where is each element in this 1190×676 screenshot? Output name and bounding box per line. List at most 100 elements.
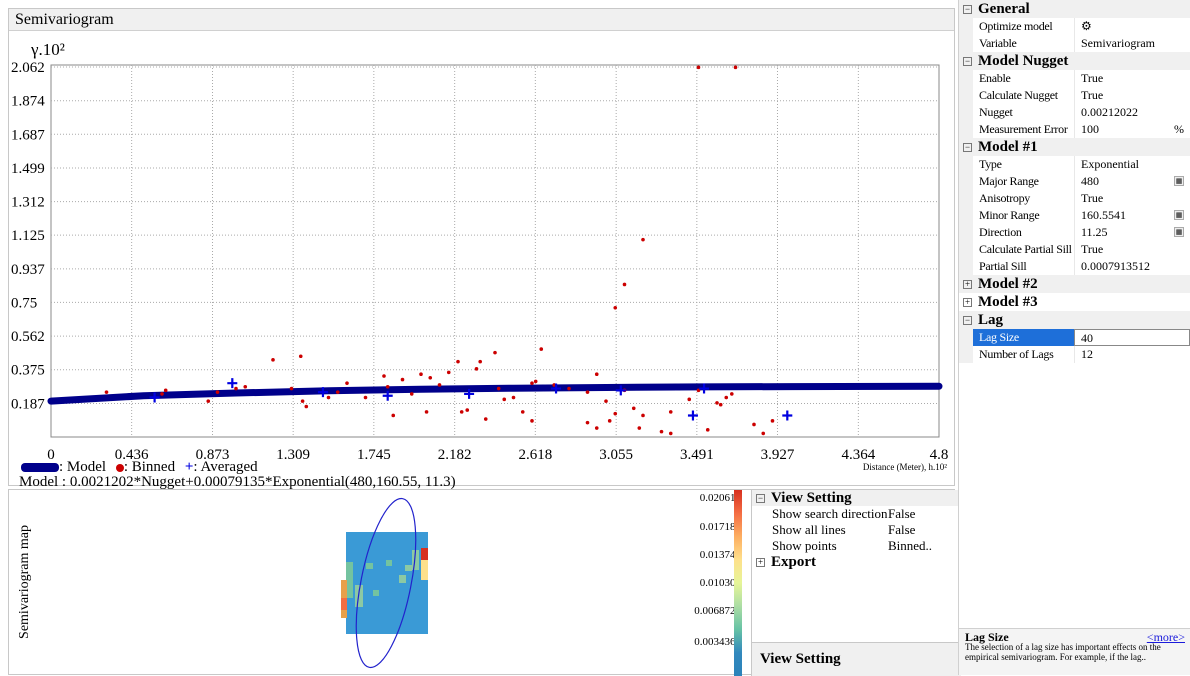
x-tick-label: 3.491: [680, 447, 714, 463]
x-axis-label: Distance (Meter), h.10²: [863, 462, 947, 472]
export-header[interactable]: + Export: [752, 554, 961, 570]
model2-section[interactable]: + Model #2: [959, 275, 1190, 293]
binned-point: [478, 359, 483, 364]
binned-point: [730, 392, 734, 396]
y-tick-label: 0.75: [11, 295, 37, 311]
model3-section[interactable]: + Model #3: [959, 293, 1190, 311]
binned-point: [400, 377, 405, 382]
binned-point: [594, 372, 599, 376]
binned-point: [160, 392, 164, 396]
colorbar-label: 0.017181: [699, 521, 741, 533]
optimize-icon[interactable]: ⚙: [1081, 19, 1092, 33]
averaged-point: [782, 410, 793, 421]
collapse-icon[interactable]: −: [963, 3, 972, 14]
binned-point: [668, 410, 673, 414]
show-search-direction-row[interactable]: Show search direction False: [772, 506, 916, 521]
measurement-error-value[interactable]: 100: [1081, 122, 1099, 136]
calculate-partial-sill-row[interactable]: Calculate Partial Sill True: [959, 241, 1190, 258]
binned-point: [696, 65, 701, 70]
binned-point: [428, 375, 433, 380]
optimize-model-row[interactable]: Optimize model ⚙: [959, 18, 1190, 35]
major-range-row[interactable]: Major Range 480 ▦: [959, 173, 1190, 190]
binned-point: [724, 395, 729, 400]
properties-panel: − General Optimize model ⚙ Variable Semivar…: [958, 0, 1190, 675]
view-setting-footer: View Setting: [752, 642, 961, 676]
general-section[interactable]: − General: [959, 0, 1190, 18]
chart-title: Semivariogram: [9, 9, 954, 31]
view-setting-header[interactable]: − View Setting: [752, 490, 961, 506]
binned-point: [641, 237, 645, 242]
y-tick-label: 1.312: [11, 195, 45, 211]
show-all-lines-row[interactable]: Show all lines False: [772, 522, 916, 537]
expand-icon[interactable]: +: [963, 296, 972, 307]
expand-icon[interactable]: +: [756, 556, 765, 567]
x-tick-label: 2.182: [438, 447, 472, 463]
number-of-lags-row[interactable]: Number of Lags 12: [959, 346, 1190, 363]
model1-section[interactable]: − Model #1: [959, 138, 1190, 156]
calculator-icon[interactable]: ▦: [1174, 176, 1184, 186]
collapse-icon[interactable]: −: [756, 492, 765, 503]
y-tick-label: 1.687: [11, 127, 45, 143]
y-tick-label: 0.937: [11, 262, 45, 278]
semivariogram-chart[interactable]: 2.062 1.874 1.687 1.499 1.312 1.125 0.937 0.75 0…: [9, 9, 954, 485]
binned-point: [483, 417, 488, 421]
nugget-row[interactable]: Nugget 0.00212022: [959, 104, 1190, 121]
binned-point: [520, 410, 525, 414]
view-setting-panel: − View Setting Show search direction False…: [751, 490, 961, 676]
binned-point: [243, 384, 248, 389]
chart-legend: : Model : Binned +: Averaged: [21, 459, 258, 476]
binned-point: [345, 381, 349, 385]
binned-point: [668, 431, 673, 436]
minor-range-row[interactable]: Minor Range 160.5541 ▦: [959, 207, 1190, 224]
averaged-point: [382, 390, 393, 401]
lag-section[interactable]: − Lag: [959, 311, 1190, 329]
averaged-point: [149, 392, 160, 403]
plot-area: [50, 64, 940, 438]
type-row[interactable]: Type Exponential: [959, 156, 1190, 173]
binned-point: [335, 390, 340, 394]
binned-point: [163, 388, 168, 393]
measurement-error-unit: %: [1174, 122, 1184, 136]
more-link[interactable]: <more>: [1146, 630, 1185, 644]
binned-point: [622, 282, 627, 287]
binned-point: [530, 381, 534, 385]
y-axis-label: γ.10²: [30, 40, 65, 59]
binned-point: [382, 374, 386, 378]
binned-point: [539, 347, 544, 351]
partial-sill-row[interactable]: Partial Sill 0.0007913512: [959, 258, 1190, 275]
binned-point: [456, 359, 460, 364]
collapse-icon[interactable]: −: [963, 141, 972, 152]
semivariogram-map[interactable]: [29, 490, 699, 676]
collapse-icon[interactable]: −: [963, 55, 972, 66]
binned-point: [502, 397, 507, 402]
show-points-row[interactable]: Show points Binned..: [772, 538, 933, 553]
legend-averaged-label: : Averaged: [193, 459, 258, 475]
averaged-point: [317, 387, 328, 398]
binned-point: [770, 419, 775, 423]
calculator-icon[interactable]: ▦: [1174, 227, 1184, 237]
binned-point: [705, 428, 710, 432]
binned-point: [424, 410, 429, 414]
direction-row[interactable]: Direction 11.25 ▦: [959, 224, 1190, 241]
calculate-nugget-row[interactable]: Calculate Nugget True: [959, 87, 1190, 104]
expand-icon[interactable]: +: [963, 278, 972, 289]
collapse-icon[interactable]: −: [963, 314, 972, 325]
averaged-point: [551, 383, 562, 394]
calculator-icon[interactable]: ▦: [1174, 210, 1184, 220]
enable-row[interactable]: Enable True: [959, 70, 1190, 87]
colorbar-label: 0.0068726: [694, 605, 741, 617]
measurement-error-row[interactable]: Measurement Error 100%: [959, 121, 1190, 138]
binned-point: [419, 372, 423, 376]
x-tick-label: 0: [47, 447, 55, 463]
model-curve: [47, 382, 943, 405]
binned-point: [594, 426, 599, 430]
variable-row[interactable]: Variable Semivariogram: [959, 35, 1190, 52]
lag-size-row[interactable]: Lag Size 40: [959, 329, 1190, 346]
model-nugget-section[interactable]: − Model Nugget: [959, 52, 1190, 70]
binned-point: [409, 392, 414, 396]
binned-point: [613, 306, 618, 310]
x-tick-label: 0.436: [115, 447, 149, 463]
anisotropy-row[interactable]: Anisotropy True: [959, 190, 1190, 207]
model-equation: Model : 0.0021202*Nugget+0.00079135*Expo…: [19, 474, 456, 490]
x-tick-label: 4.8: [930, 447, 949, 463]
